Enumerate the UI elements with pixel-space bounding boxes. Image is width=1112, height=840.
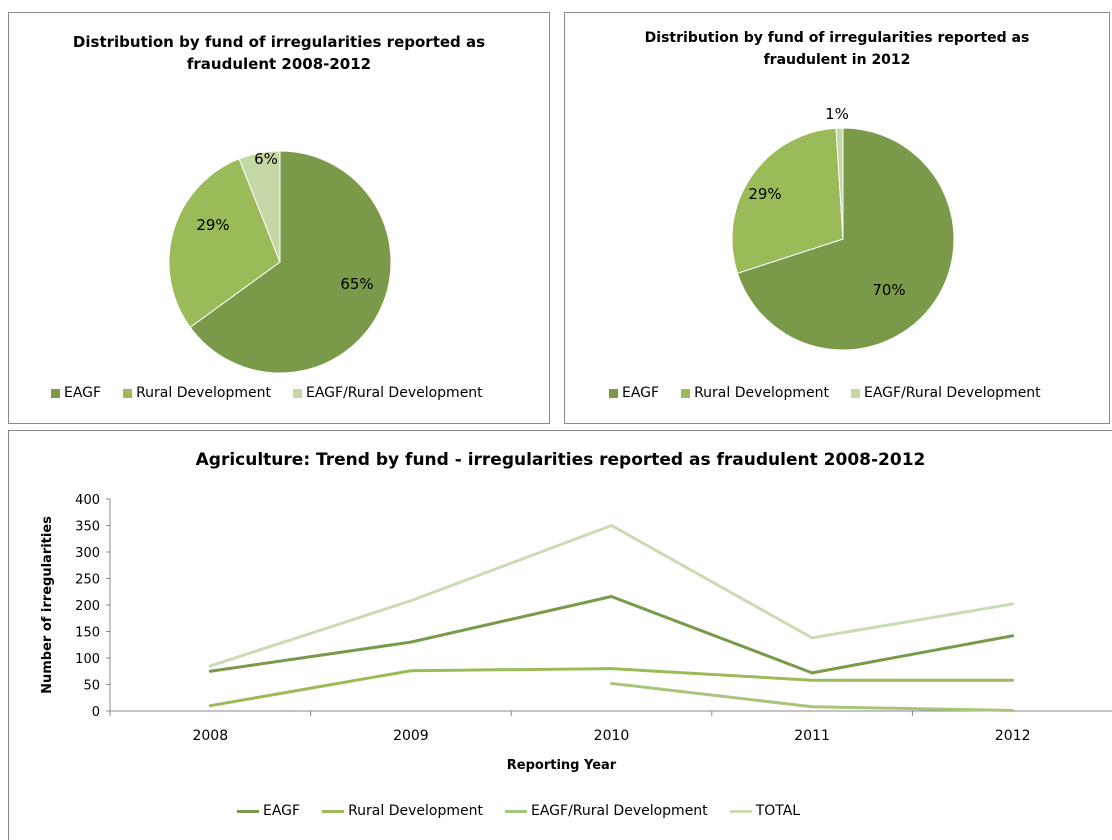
- y-tick-label: 100: [75, 652, 100, 667]
- pie1-legend-item-rural-development: Rural Development: [123, 385, 271, 401]
- pie1-legend-label-eagf-rural-development: EAGF/Rural Development: [305, 385, 483, 401]
- line-legend-swatch-eagf: [237, 809, 259, 813]
- line-legend-item-eagf-rural-development: EAGF/Rural Development: [504, 803, 708, 819]
- pie2-slice-eagf: [736, 127, 955, 351]
- line-title: Agriculture: Trend by fund - irregularit…: [195, 450, 926, 470]
- pie1-legend-item-eagf: EAGF: [51, 385, 101, 401]
- pie2-legend: EAGF Rural Development EAGF/Rural Developm…: [609, 385, 1063, 401]
- pie1-legend-swatch-eagf: [51, 388, 60, 398]
- pie2-label-rural-development: 29%: [748, 185, 781, 203]
- pie1-label-eagf-rural-development: 6%: [254, 150, 278, 168]
- line-legend-item-total: TOTAL: [729, 803, 801, 819]
- pie1-slice-rural-development: [168, 158, 281, 328]
- line-chart-panel: Agriculture: Trend by fund - irregularit…: [8, 430, 1112, 840]
- y-tick-label: 400: [75, 493, 100, 508]
- pie2-legend-item-eagf: EAGF: [609, 385, 659, 401]
- pie2-legend-label-eagf-rural-development: EAGF/Rural Development: [863, 385, 1041, 401]
- y-tick-label: 300: [75, 546, 100, 561]
- x-tick-label: 2012: [995, 728, 1031, 744]
- pie1-label-rural-development: 29%: [196, 216, 229, 234]
- line-legend-item-rural-development: Rural Development: [322, 803, 483, 819]
- pie1-svg: 65% 29% 6%: [168, 150, 392, 374]
- pie1-title-line-2: fraudulent 2008-2012: [186, 55, 372, 73]
- y-tick-label: 150: [75, 626, 100, 641]
- x-tick-label: 2009: [393, 728, 429, 744]
- line-legend-item-eagf: EAGF: [237, 803, 300, 819]
- line-series-rural-development: [208, 667, 1015, 708]
- pie-chart-2008-2012-panel: Distribution by fund of irregularities r…: [8, 12, 550, 424]
- pie2-legend-swatch-rural-development: [681, 388, 691, 398]
- line-series-eagf: [208, 595, 1015, 675]
- pie1-legend-label-eagf: EAGF: [64, 385, 102, 401]
- pie1-legend-label-rural-development: Rural Development: [136, 385, 271, 401]
- pie2-legend-label-rural-development: Rural Development: [694, 385, 829, 401]
- pie2-svg: 70% 29% 1%: [731, 105, 955, 351]
- pie2-legend-swatch-eagf-rural-development: [850, 388, 860, 398]
- pie2-title-line-1: Distribution by fund of irregularities r…: [644, 30, 1030, 46]
- line-legend-swatch-total: [729, 809, 752, 813]
- line-legend-label-eagf-rural-development: EAGF/Rural Development: [530, 803, 708, 819]
- y-tick-label: 350: [75, 520, 100, 535]
- x-tick-label: 2008: [192, 728, 228, 744]
- pie2-legend-item-eagf-rural-development: EAGF/Rural Development: [850, 385, 1041, 401]
- line-legend-label-total: TOTAL: [755, 803, 801, 819]
- x-tick-label: 2011: [794, 728, 830, 744]
- pie1-legend-item-eagf-rural-development: EAGF/Rural Development: [292, 385, 483, 401]
- line-series-total: [208, 524, 1015, 668]
- pie1-legend-swatch-eagf-rural-development: [292, 388, 302, 398]
- pie2-label-eagf-rural-development: 1%: [825, 105, 849, 123]
- line-legend-swatch-eagf-rural-development: [504, 809, 527, 813]
- pie2-title-line-2: fraudulent in 2012: [763, 52, 911, 68]
- y-axis-title: Number of irregularities: [40, 516, 55, 694]
- pie1-legend: EAGF Rural Development EAGF/Rural Developm…: [51, 385, 505, 401]
- line-series-eagf-rural-development: [610, 681, 1015, 712]
- pie1-label-eagf: 65%: [340, 275, 373, 293]
- pie2-legend-item-rural-development: Rural Development: [681, 385, 829, 401]
- pie2-label-eagf: 70%: [872, 281, 905, 299]
- pie1-legend-swatch-rural-development: [123, 388, 133, 398]
- pie2-slice-eagf-rural-development: [835, 127, 844, 240]
- line-legend-label-eagf: EAGF: [263, 803, 301, 819]
- pie-chart-2012-panel: Distribution by fund of irregularities r…: [564, 12, 1110, 424]
- y-tick-label: 250: [75, 573, 100, 588]
- pie1-title-line-1: Distribution by fund of irregularities r…: [72, 33, 486, 51]
- x-tick-label: 2010: [594, 728, 630, 744]
- pie2-legend-swatch-eagf: [609, 388, 618, 398]
- pie2-legend-label-eagf: EAGF: [622, 385, 660, 401]
- line-legend: EAGF Rural Development EAGF/Rural Developm…: [237, 803, 822, 819]
- pie1-slice-eagf-rural-development: [238, 150, 281, 263]
- line-legend-swatch-rural-development: [322, 809, 345, 813]
- pie2-title: Distribution by fund of irregularities r…: [565, 27, 1109, 71]
- line-chart-svg: 0 50 100 150 200 250 300 350 400 2008 2009 2010 2011…: [40, 493, 1112, 773]
- x-axis-title: Reporting Year: [507, 758, 617, 773]
- pie1-title: Distribution by fund of irregularities r…: [9, 31, 549, 75]
- y-tick-label: 200: [75, 599, 100, 614]
- pie2-slice-rural-development: [731, 127, 844, 274]
- line-legend-label-rural-development: Rural Development: [348, 803, 483, 819]
- pie1-slice-eagf: [189, 150, 392, 374]
- y-tick-label: 50: [83, 679, 100, 694]
- y-tick-label: 0: [92, 705, 100, 720]
